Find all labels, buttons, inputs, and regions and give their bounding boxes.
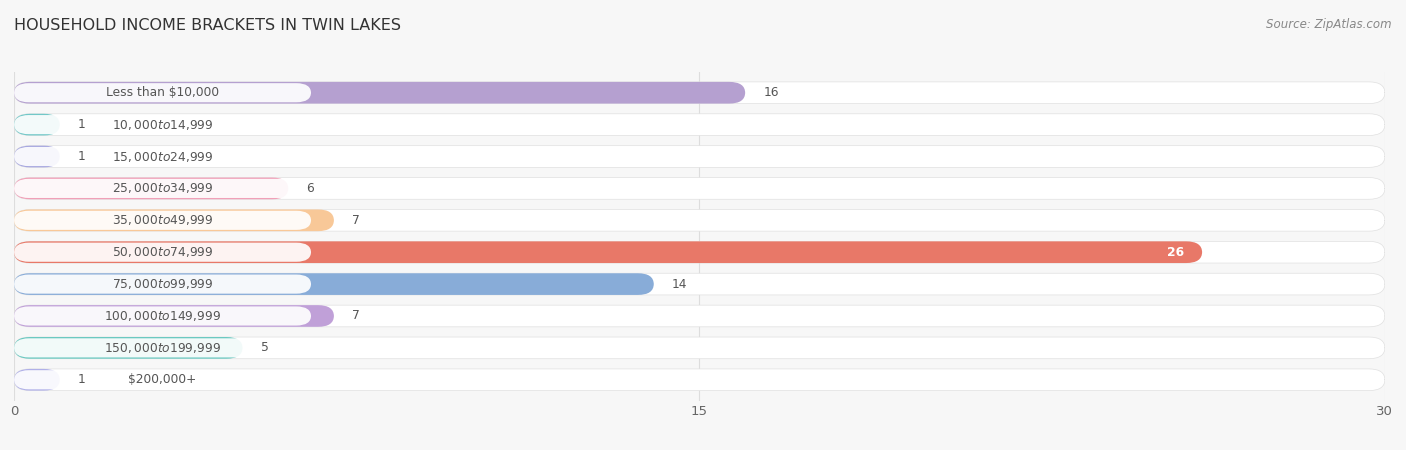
FancyBboxPatch shape xyxy=(14,338,311,357)
Text: HOUSEHOLD INCOME BRACKETS IN TWIN LAKES: HOUSEHOLD INCOME BRACKETS IN TWIN LAKES xyxy=(14,18,401,33)
Text: $15,000 to $24,999: $15,000 to $24,999 xyxy=(112,149,214,163)
Text: 5: 5 xyxy=(262,342,269,355)
FancyBboxPatch shape xyxy=(14,274,311,294)
FancyBboxPatch shape xyxy=(14,241,1202,263)
Text: 6: 6 xyxy=(307,182,315,195)
FancyBboxPatch shape xyxy=(14,306,311,325)
FancyBboxPatch shape xyxy=(14,115,311,134)
FancyBboxPatch shape xyxy=(14,241,1385,263)
Text: Less than $10,000: Less than $10,000 xyxy=(105,86,219,99)
FancyBboxPatch shape xyxy=(14,114,1385,135)
FancyBboxPatch shape xyxy=(14,305,335,327)
Text: $75,000 to $99,999: $75,000 to $99,999 xyxy=(112,277,214,291)
FancyBboxPatch shape xyxy=(14,146,1385,167)
FancyBboxPatch shape xyxy=(14,82,1385,104)
Text: $25,000 to $34,999: $25,000 to $34,999 xyxy=(112,181,214,195)
Text: Source: ZipAtlas.com: Source: ZipAtlas.com xyxy=(1267,18,1392,31)
Text: $200,000+: $200,000+ xyxy=(128,373,197,386)
FancyBboxPatch shape xyxy=(14,369,60,391)
FancyBboxPatch shape xyxy=(14,273,1385,295)
Text: $35,000 to $49,999: $35,000 to $49,999 xyxy=(112,213,214,227)
Text: 7: 7 xyxy=(353,310,360,323)
FancyBboxPatch shape xyxy=(14,273,654,295)
Text: $150,000 to $199,999: $150,000 to $199,999 xyxy=(104,341,221,355)
Text: 14: 14 xyxy=(672,278,688,291)
FancyBboxPatch shape xyxy=(14,243,311,262)
FancyBboxPatch shape xyxy=(14,337,243,359)
FancyBboxPatch shape xyxy=(14,305,1385,327)
Text: $50,000 to $74,999: $50,000 to $74,999 xyxy=(112,245,214,259)
Text: 1: 1 xyxy=(79,150,86,163)
FancyBboxPatch shape xyxy=(14,369,1385,391)
FancyBboxPatch shape xyxy=(14,179,311,198)
FancyBboxPatch shape xyxy=(14,209,1385,231)
FancyBboxPatch shape xyxy=(14,146,60,167)
FancyBboxPatch shape xyxy=(14,209,335,231)
Text: 1: 1 xyxy=(79,373,86,386)
Text: 16: 16 xyxy=(763,86,779,99)
Text: 1: 1 xyxy=(79,118,86,131)
Text: 26: 26 xyxy=(1167,246,1184,259)
FancyBboxPatch shape xyxy=(14,178,1385,199)
FancyBboxPatch shape xyxy=(14,82,745,104)
Text: 7: 7 xyxy=(353,214,360,227)
FancyBboxPatch shape xyxy=(14,370,311,389)
FancyBboxPatch shape xyxy=(14,114,60,135)
FancyBboxPatch shape xyxy=(14,147,311,166)
FancyBboxPatch shape xyxy=(14,211,311,230)
FancyBboxPatch shape xyxy=(14,178,288,199)
Text: $10,000 to $14,999: $10,000 to $14,999 xyxy=(112,117,214,131)
Text: $100,000 to $149,999: $100,000 to $149,999 xyxy=(104,309,221,323)
FancyBboxPatch shape xyxy=(14,83,311,102)
FancyBboxPatch shape xyxy=(14,337,1385,359)
